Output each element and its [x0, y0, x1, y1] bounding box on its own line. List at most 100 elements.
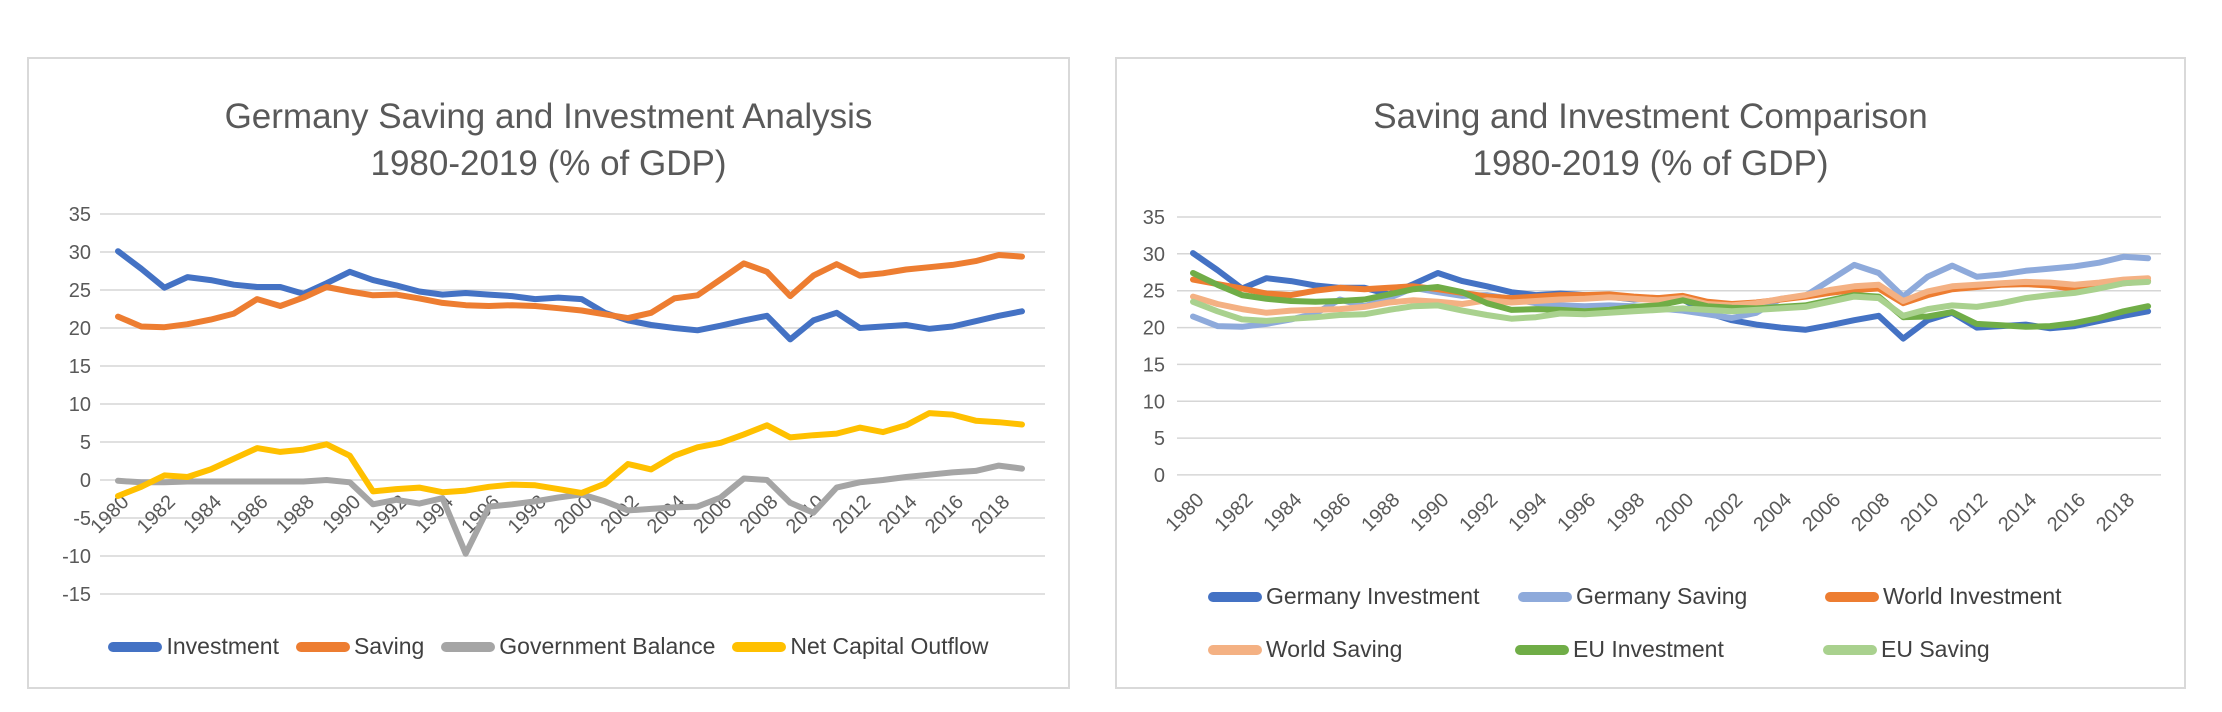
x-axis-label: 2010: [1896, 489, 1943, 536]
x-axis-label: 1994: [1504, 489, 1551, 536]
legend-label: Investment: [166, 633, 279, 659]
legend-item-world-investment: World Investment: [1825, 583, 2062, 610]
x-axis-label: 2012: [1945, 489, 1992, 536]
y-axis-label: 25: [1143, 281, 1165, 303]
legend-swatch-net-capital-outflow: [732, 641, 787, 652]
series-line-net-capital-outflow: [115, 410, 1025, 499]
chart-title-line1: Saving and Investment Comparison: [1373, 97, 1928, 136]
y-axis-label: 35: [1143, 207, 1165, 229]
legend-label: Germany Saving: [1576, 583, 1748, 609]
x-axis-label: 1980: [1162, 489, 1209, 536]
x-axis-label: 1986: [226, 491, 273, 538]
y-axis-label: 25: [69, 280, 91, 302]
series-line-saving: [115, 252, 1025, 331]
legend-swatch-eu-saving: [1823, 644, 1877, 655]
x-axis-label: 1992: [365, 491, 412, 538]
legend-item-eu-saving: EU Saving: [1823, 636, 1990, 663]
legend-label: World Saving: [1266, 636, 1403, 662]
legend-label: Net Capital Outflow: [790, 633, 989, 659]
chart-title-line1: Germany Saving and Investment Analysis: [224, 97, 873, 136]
series-line-world-saving: [1190, 275, 2152, 316]
x-axis-label: 2018: [967, 491, 1014, 538]
legend-item-saving: Saving: [295, 633, 425, 660]
legend-swatch-germany-investment: [1208, 591, 1262, 602]
x-axis-label: 2014: [1994, 489, 2041, 536]
x-axis-label: 2016: [921, 491, 968, 538]
y-axis-label: 15: [1143, 354, 1165, 376]
y-axis-label: -15: [62, 584, 91, 606]
legend-swatch-world-investment: [1825, 591, 1879, 602]
series-line-government-balance: [115, 462, 1025, 557]
legend-swatch-government-balance: [441, 641, 496, 652]
x-axis-label: 1984: [1260, 489, 1307, 536]
x-axis-label: 2008: [1847, 489, 1894, 536]
x-axis-label: 1990: [1406, 489, 1453, 536]
x-axis-label: 1990: [318, 491, 365, 538]
legend-item-germany-investment: Germany Investment: [1208, 583, 1479, 610]
y-axis-label: -5: [73, 508, 91, 530]
legend-label: Government Balance: [499, 633, 716, 659]
chart-panel-comparison: 35 30 25 20 15 10 5 0 1980 1982 1984 1986 1988 1990 19…: [1115, 57, 2186, 689]
series-line-investment: [115, 248, 1025, 343]
y-axis-label: 20: [69, 318, 91, 340]
chart-title-germany: Germany Saving and Investment Analysis 1…: [29, 93, 1068, 187]
x-axis-label: 1986: [1308, 489, 1355, 536]
x-axis-label: 2018: [2092, 489, 2139, 536]
legend-item-world-saving: World Saving: [1208, 636, 1402, 663]
x-axis-label: 2014: [875, 491, 922, 538]
y-axis-label: 0: [80, 470, 91, 492]
x-axis-label: 1982: [133, 491, 180, 538]
legend-swatch-eu-investment: [1515, 644, 1569, 655]
x-axis-label: 1984: [179, 491, 226, 538]
x-axis-label: 2000: [1651, 489, 1698, 536]
legend-swatch-world-saving: [1208, 644, 1262, 655]
chart-panel-germany: 35 30 25 20 15 10 5 0 -5 -10 -15 1980 1982 1984 1986 19…: [27, 57, 1070, 689]
x-axis-label: 2012: [828, 491, 875, 538]
x-axis-label: 1988: [272, 491, 319, 538]
x-axis-label: 1996: [457, 491, 504, 538]
y-axis-label: 10: [69, 394, 91, 416]
legend-germany: Investment Saving Government Balance Net Ca…: [29, 633, 1068, 660]
y-axis-label: 30: [69, 242, 91, 264]
legend-item-eu-investment: EU Investment: [1515, 636, 1724, 663]
x-axis-label: 1982: [1211, 489, 1258, 536]
legend-swatch-investment: [108, 641, 163, 652]
legend-label: EU Saving: [1881, 636, 1990, 662]
x-axis-label: 1998: [1602, 489, 1649, 536]
legend-label: EU Investment: [1573, 636, 1724, 662]
x-axis-label: 2002: [1700, 489, 1747, 536]
y-axis-label: 0: [1154, 465, 1165, 487]
x-axis-label: 1988: [1357, 489, 1404, 536]
legend-swatch-saving: [295, 641, 350, 652]
y-axis-label: 10: [1143, 391, 1165, 413]
y-axis-label: 5: [80, 432, 91, 454]
legend-label: Saving: [353, 633, 425, 659]
series-line-eu-investment: [1190, 270, 2152, 330]
legend-swatch-germany-saving: [1518, 591, 1572, 602]
x-axis-label: 2006: [1798, 489, 1845, 536]
legend-label: Germany Investment: [1266, 583, 1480, 609]
x-axis-label: 2016: [2043, 489, 2090, 536]
y-axis-label: 20: [1143, 318, 1165, 340]
chart-title-comparison: Saving and Investment Comparison 1980-20…: [1117, 93, 2184, 187]
x-axis-label: 2004: [1749, 489, 1796, 536]
x-axis-label: 2008: [736, 491, 783, 538]
y-axis-label: 35: [69, 204, 91, 226]
chart-title-line2: 1980-2019 (% of GDP): [370, 144, 727, 183]
x-axis-label: 1992: [1455, 489, 1502, 536]
chart-title-line2: 1980-2019 (% of GDP): [1472, 144, 1829, 183]
y-axis-label: 15: [69, 356, 91, 378]
y-axis-label: -10: [62, 546, 91, 568]
x-axis-label: 1996: [1553, 489, 1600, 536]
x-axis-label: 2004: [643, 491, 690, 538]
y-axis-label: 30: [1143, 244, 1165, 266]
legend-label: World Investment: [1883, 583, 2062, 609]
legend-item-government-balance: Government Balance: [441, 633, 715, 660]
legend-item-net-capital-outflow: Net Capital Outflow: [732, 633, 989, 660]
series-line-eu-saving: [1190, 278, 2152, 324]
legend-item-investment: Investment: [108, 633, 279, 660]
y-axis-label: 5: [1154, 428, 1165, 450]
